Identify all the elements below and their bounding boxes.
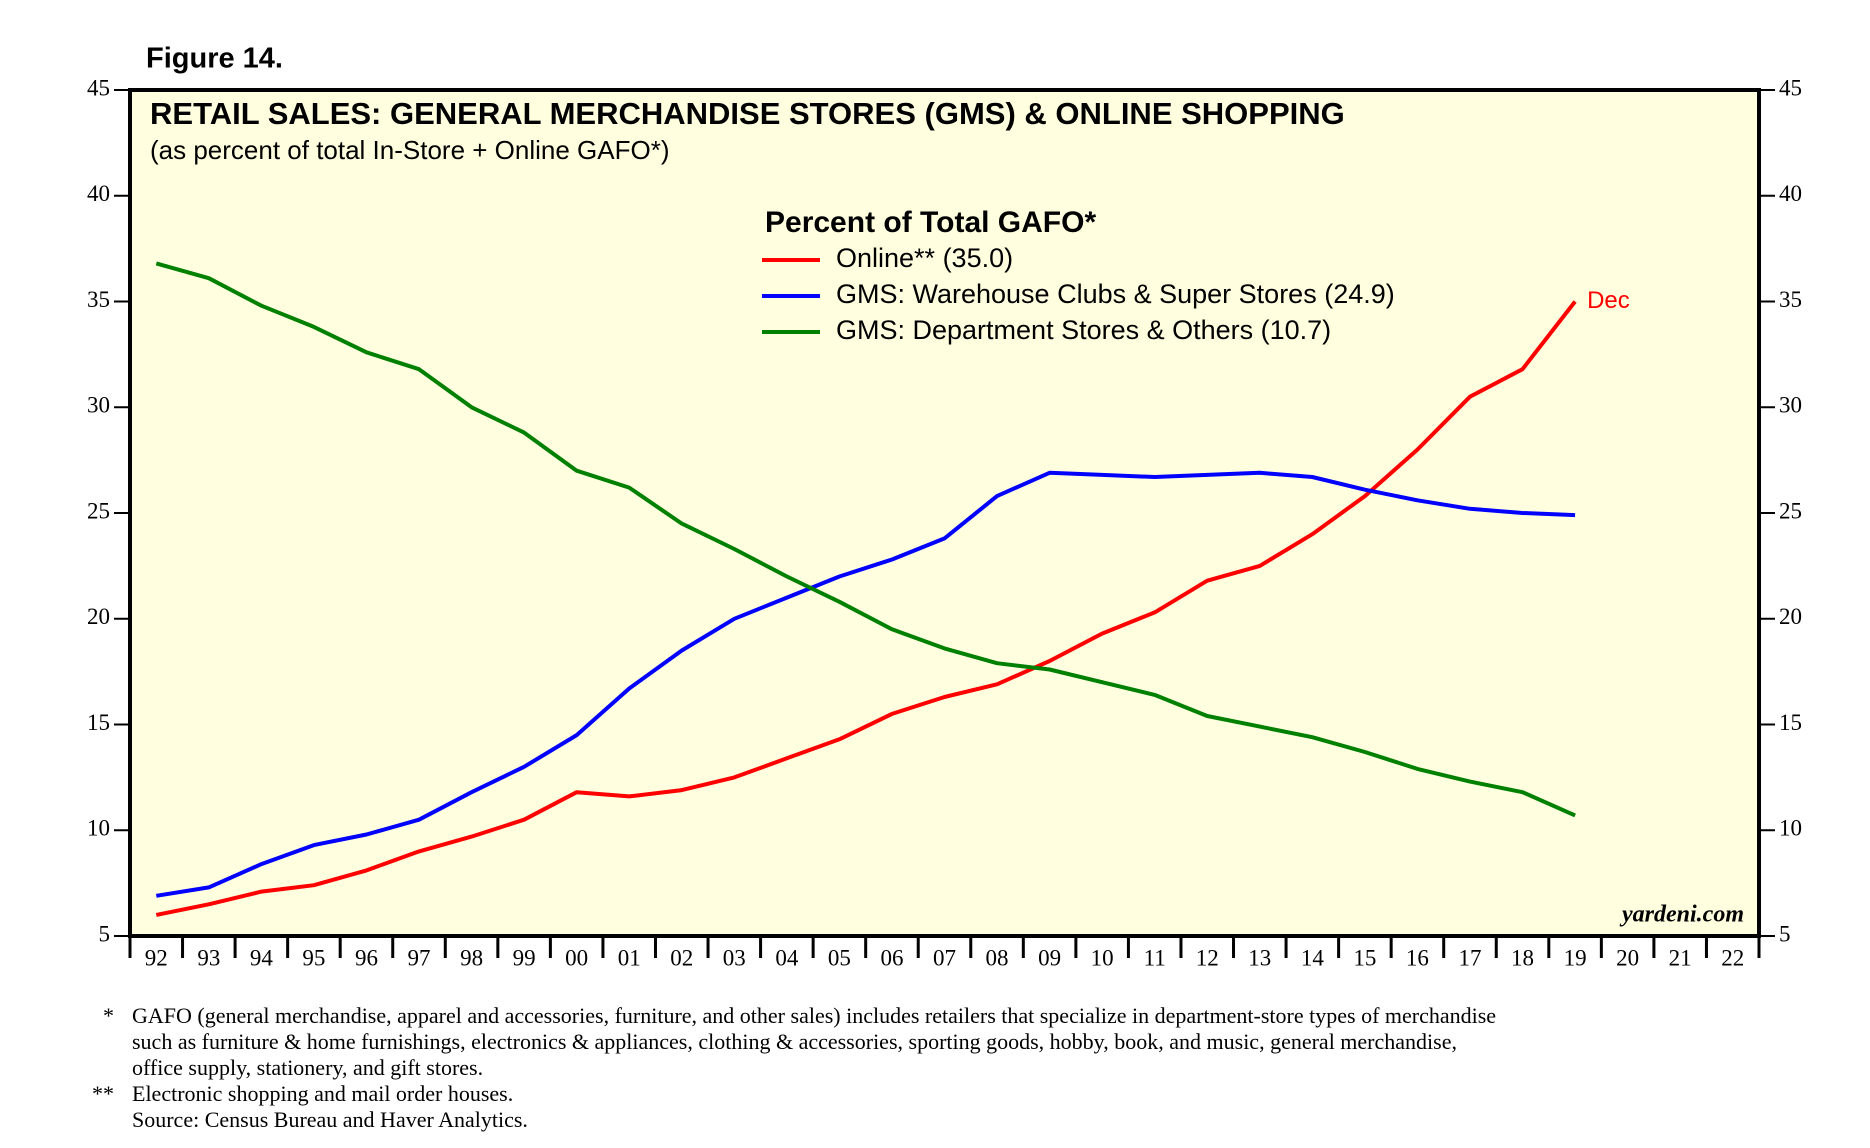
x-tick-label: 20 [1616, 945, 1639, 970]
x-tick-label: 04 [775, 945, 799, 970]
x-tick-label: 93 [197, 945, 220, 970]
x-tick-label: 10 [1091, 945, 1114, 970]
y2-tick-label: 10 [1779, 816, 1802, 841]
x-tick-label: 09 [1038, 945, 1061, 970]
y2-tick-label: 5 [1779, 921, 1791, 946]
y-tick-label: 25 [87, 498, 110, 523]
chart-subtitle: (as percent of total In-Store + Online G… [150, 135, 670, 165]
footnote-line: office supply, stationery, and gift stor… [132, 1055, 483, 1080]
x-tick-label: 06 [880, 945, 903, 970]
x-tick-label: 18 [1511, 945, 1534, 970]
y-tick-label: 45 [87, 75, 110, 100]
x-tick-label: 12 [1196, 945, 1219, 970]
x-tick-label: 22 [1721, 945, 1744, 970]
x-tick-label: 01 [618, 945, 641, 970]
x-tick-label: 98 [460, 945, 483, 970]
y-tick-label: 15 [87, 710, 110, 735]
watermark: yardeni.com [1619, 902, 1744, 928]
y2-tick-label: 45 [1779, 75, 1802, 100]
legend-label: Online** (35.0) [836, 243, 1013, 273]
footnote-mark: ** [92, 1081, 114, 1106]
x-tick-label: 96 [355, 945, 378, 970]
y2-tick-label: 20 [1779, 604, 1802, 629]
legend-title: Percent of Total GAFO* [765, 206, 1096, 239]
x-tick-label: 99 [513, 945, 536, 970]
x-tick-label: 19 [1564, 945, 1587, 970]
legend-label: GMS: Warehouse Clubs & Super Stores (24.… [836, 279, 1395, 309]
y2-tick-label: 15 [1779, 710, 1802, 735]
y2-tick-label: 40 [1779, 181, 1802, 206]
series-line [155, 300, 1577, 917]
y-tick-label: 40 [87, 181, 110, 206]
x-tick-label: 97 [408, 945, 431, 970]
x-tick-label: 14 [1301, 945, 1325, 970]
y-tick-label: 30 [87, 393, 110, 418]
y2-tick-label: 25 [1779, 498, 1802, 523]
x-tick-label: 94 [250, 945, 274, 970]
footnote-line: Electronic shopping and mail order house… [132, 1081, 513, 1106]
y2-tick-label: 30 [1779, 393, 1802, 418]
x-tick-label: 95 [302, 945, 325, 970]
footnote-mark: * [103, 1003, 114, 1028]
series-line [155, 470, 1576, 898]
x-tick-label: 00 [565, 945, 588, 970]
annotation: Dec [1587, 287, 1630, 314]
x-tick-label: 03 [723, 945, 746, 970]
x-tick-label: 08 [986, 945, 1009, 970]
chart-title: RETAIL SALES: GENERAL MERCHANDISE STORES… [150, 96, 1345, 131]
footnote-line: GAFO (general merchandise, apparel and a… [132, 1003, 1496, 1028]
x-tick-label: 07 [933, 945, 956, 970]
x-tick-label: 21 [1669, 945, 1692, 970]
x-tick-label: 11 [1144, 945, 1166, 970]
legend-label: GMS: Department Stores & Others (10.7) [836, 315, 1331, 345]
series-line [155, 261, 1576, 818]
y-tick-label: 10 [87, 816, 110, 841]
y-tick-label: 5 [99, 921, 111, 946]
x-tick-label: 13 [1248, 945, 1271, 970]
footnote-line: such as furniture & home furnishings, el… [132, 1029, 1457, 1054]
y-tick-label: 35 [87, 287, 110, 312]
x-tick-label: 02 [670, 945, 693, 970]
x-tick-label: 16 [1406, 945, 1429, 970]
x-tick-label: 17 [1458, 945, 1481, 970]
y2-tick-label: 35 [1779, 287, 1802, 312]
footnote-line: Source: Census Bureau and Haver Analytic… [132, 1107, 528, 1132]
x-tick-label: 05 [828, 945, 851, 970]
x-tick-label: 92 [145, 945, 168, 970]
y-tick-label: 20 [87, 604, 110, 629]
plot-area [128, 88, 1761, 938]
x-tick-label: 15 [1353, 945, 1376, 970]
figure-label: Figure 14. [146, 43, 283, 75]
